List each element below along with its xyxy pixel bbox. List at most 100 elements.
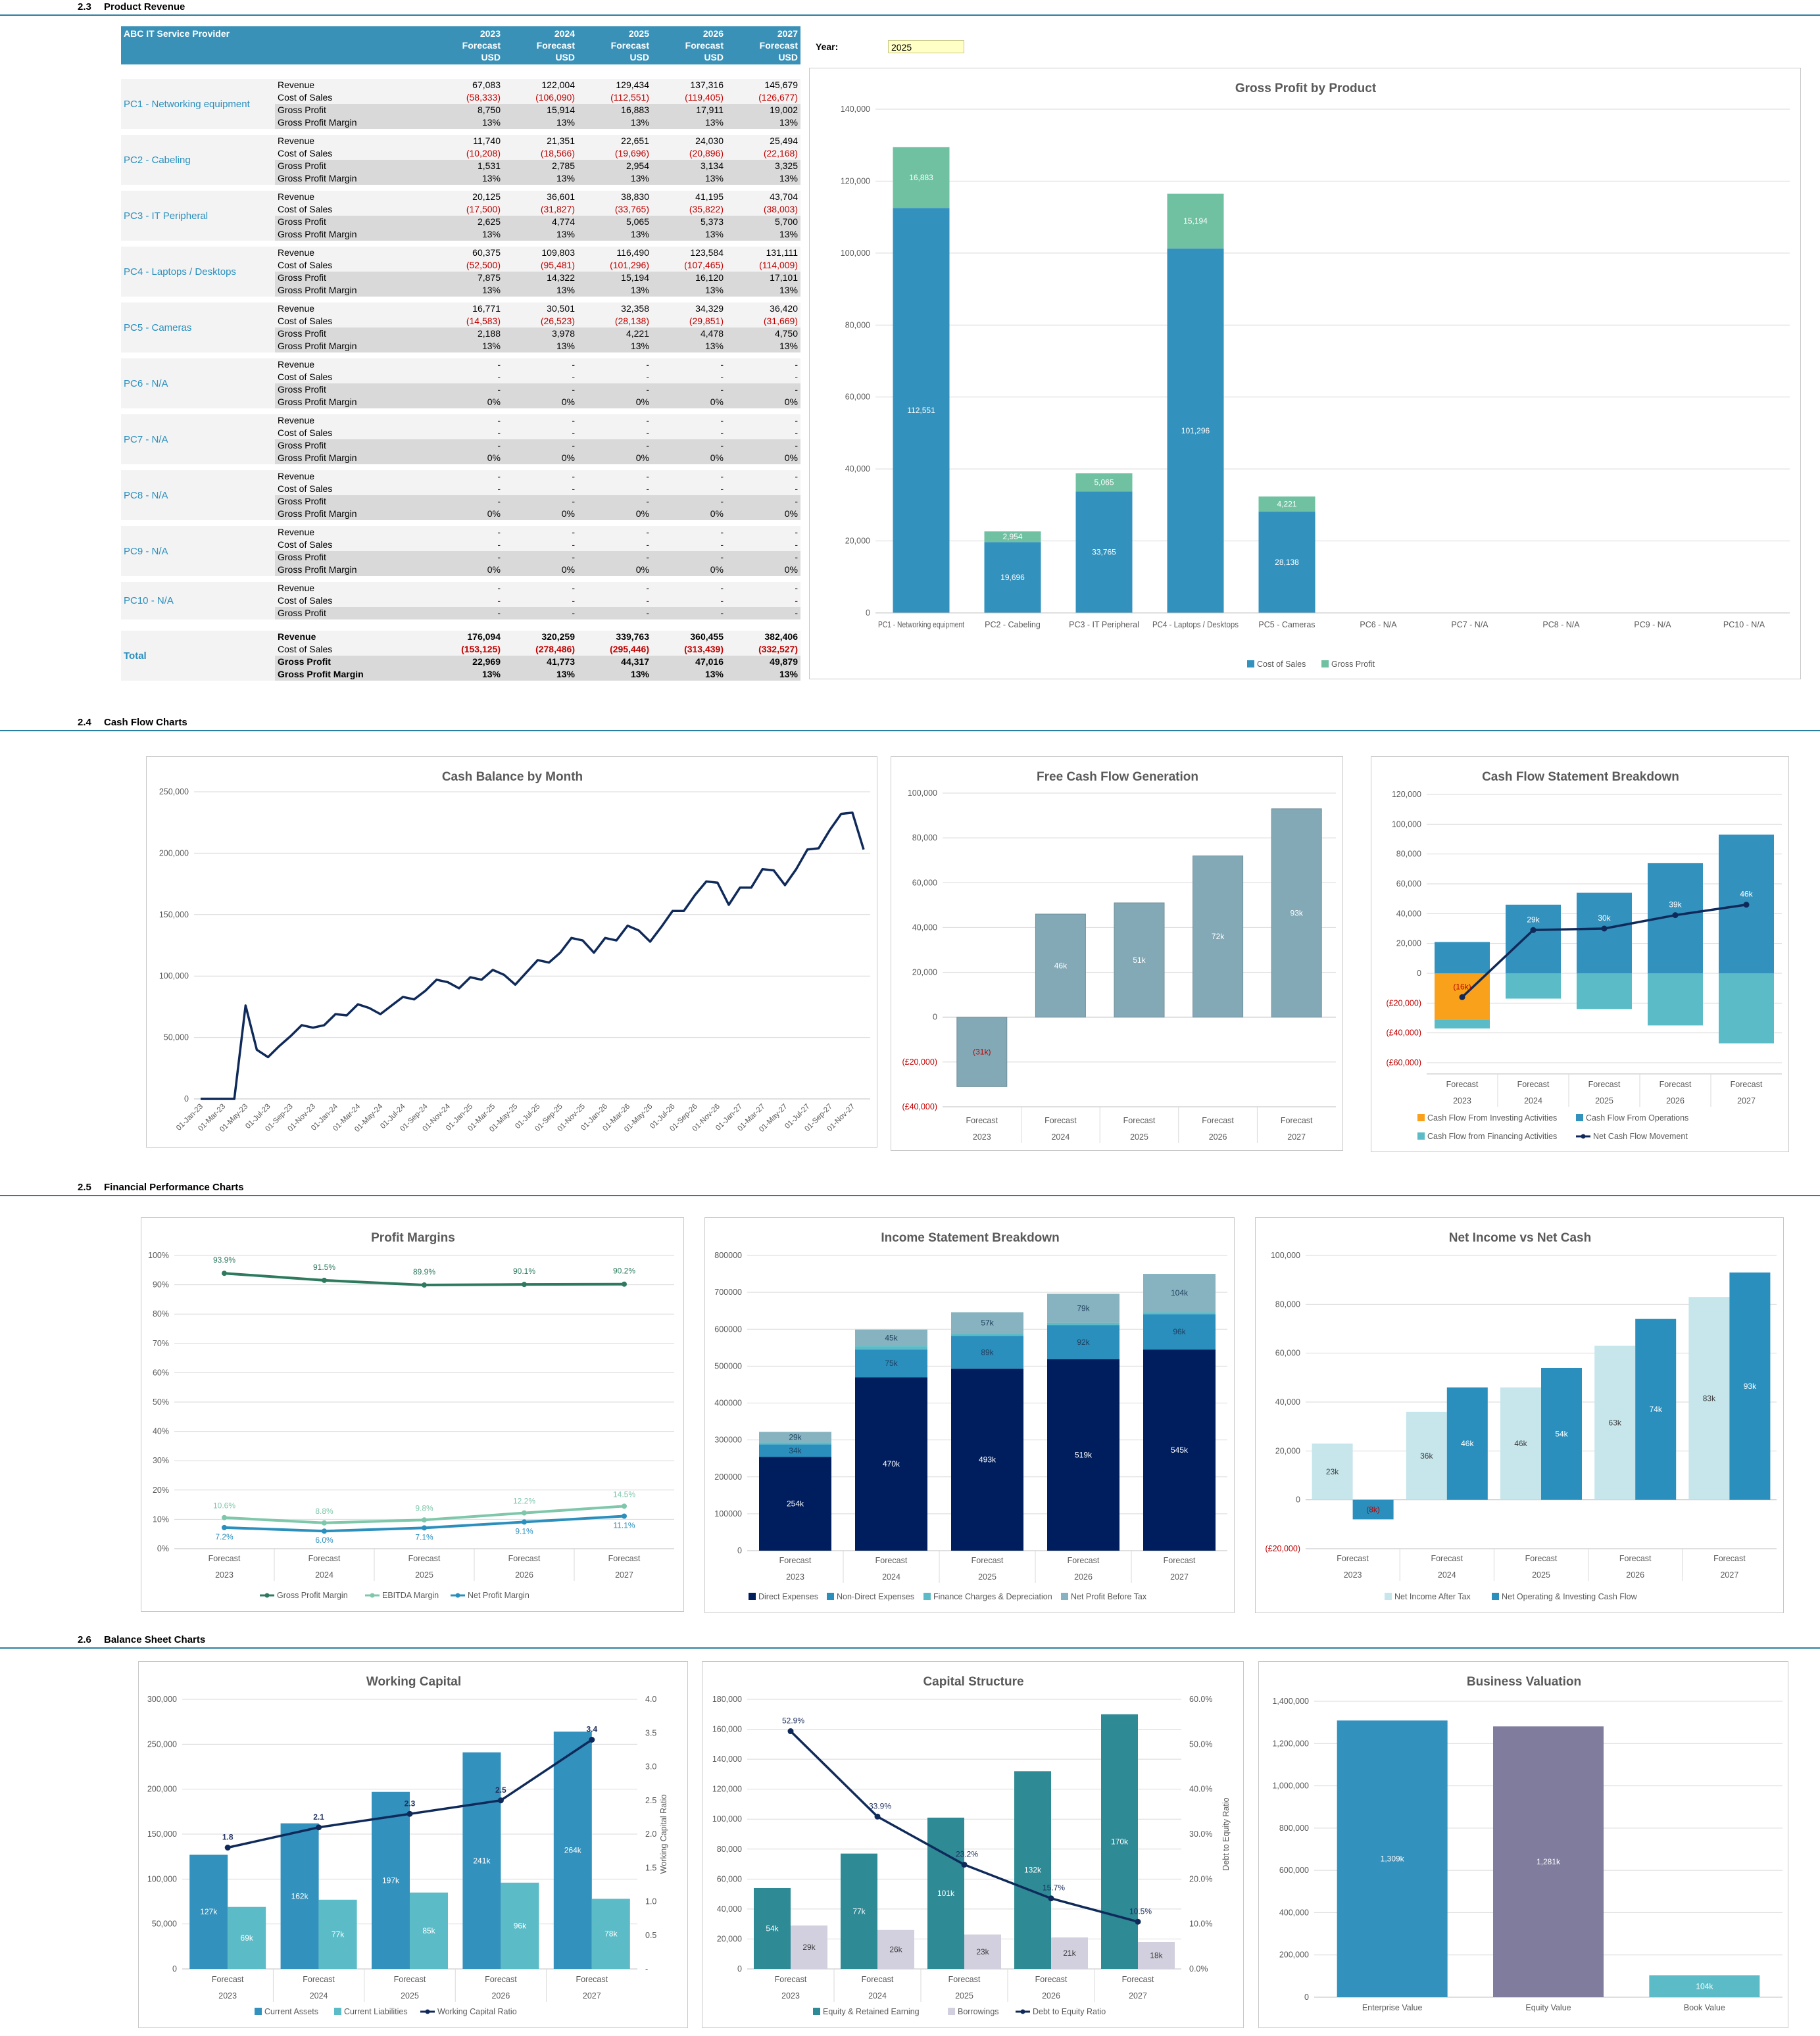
table-cell: - [503, 383, 578, 396]
row-label: Gross Profit Margin [275, 452, 429, 464]
data-label: 16,883 [909, 173, 933, 182]
y-tick-label: 20,000 [1275, 1446, 1300, 1455]
table-cell: - [726, 414, 800, 427]
x-tick-label: Forecast [775, 1975, 807, 1984]
line-marker [622, 1282, 627, 1287]
x-tick-label: 2027 [1720, 1570, 1738, 1580]
table-cell: 15,914 [503, 104, 578, 116]
table-cell: 0% [652, 452, 726, 464]
table-cell: 0% [429, 564, 503, 576]
section-number: 2.4 [78, 717, 91, 728]
data-label: 74k [1650, 1405, 1663, 1414]
y-tick-label: 0 [866, 608, 870, 618]
data-label: 91.5% [313, 1263, 335, 1272]
table-row: PC9 - N/A Revenue - - - - - [121, 526, 800, 539]
table-cell: 2,625 [429, 216, 503, 228]
section-header-balance-sheet: 2.6 Balance Sheet Charts [0, 1633, 1820, 1646]
x-tick-label: Forecast [1337, 1554, 1369, 1563]
y-tick-label: 150,000 [147, 1830, 177, 1839]
table-cell: 11,740 [429, 135, 503, 147]
data-label: 127k [200, 1907, 218, 1916]
product-name: PC2 - Cabeling [121, 135, 275, 185]
table-cell: 13% [726, 116, 800, 129]
chart-title: Free Cash Flow Generation [1037, 770, 1198, 784]
table-cell: 382,406 [726, 631, 800, 643]
data-label: 26k [889, 1945, 902, 1954]
table-row: PC5 - Cameras Revenue 16,771 30,501 32,358 34… [121, 303, 800, 315]
legend-swatch [948, 2008, 955, 2015]
table-cell: 122,004 [503, 79, 578, 91]
legend-swatch [813, 2008, 820, 2015]
table-cell: - [726, 495, 800, 508]
table-cell: (106,090) [503, 91, 578, 104]
row-label: Revenue [275, 526, 429, 539]
row-label: Revenue [275, 135, 429, 147]
row-label: Cost of Sales [275, 91, 429, 104]
table-cell: 0% [726, 452, 800, 464]
x-tick-label: PC5 - Cameras [1258, 620, 1315, 629]
data-label: 7.2% [215, 1532, 234, 1541]
x-tick-label: Forecast [576, 1975, 608, 1984]
row-label: Cost of Sales [275, 147, 429, 160]
bar [1047, 1323, 1119, 1325]
row-label: Gross Profit [275, 607, 429, 619]
table-cell: (119,405) [652, 91, 726, 104]
x-tick-label: Forecast [1525, 1554, 1558, 1563]
table-cell: (332,527) [726, 643, 800, 656]
table-cell: - [503, 414, 578, 427]
x-tick-label: 2023 [786, 1572, 804, 1582]
table-cell: - [578, 439, 652, 452]
row-label: Revenue [275, 631, 429, 643]
product-name: PC5 - Cameras [121, 303, 275, 352]
section-rule [0, 14, 1820, 16]
table-cell: - [726, 371, 800, 383]
bar [1719, 973, 1774, 1044]
table-cell: - [503, 470, 578, 483]
table-cell: 30,501 [503, 303, 578, 315]
chart-title: Capital Structure [923, 1675, 1023, 1689]
legend-label: Net Profit Margin [468, 1591, 529, 1600]
chart-profit-margins: Profit Margins 0% 10% 20% 30% 40% 50% 60% 70% 80%… [141, 1217, 684, 1612]
x-tick-label: Forecast [966, 1116, 998, 1125]
table-cell: 19,002 [726, 104, 800, 116]
row-label: Gross Profit Margin [275, 396, 429, 408]
chart-svg: Profit Margins0%10%20%30%40%50%60%70%80%… [141, 1218, 685, 1612]
y-tick-label: 100,000 [1392, 819, 1421, 829]
y-tick-label: 40,000 [1396, 909, 1421, 918]
y-tick-label: 200,000 [159, 848, 189, 858]
legend-swatch [1321, 660, 1329, 667]
line-marker [1673, 912, 1679, 918]
year-input[interactable]: 2025 [888, 40, 964, 53]
chart-title: Cash Balance by Month [442, 770, 583, 784]
legend-swatch [827, 1593, 834, 1600]
line-marker [1602, 926, 1608, 932]
table-cell: - [652, 495, 726, 508]
row-label: Gross Profit Margin [275, 116, 429, 129]
table-cell: 0% [578, 508, 652, 520]
x-tick-label: Forecast [971, 1556, 1004, 1565]
line-marker [322, 1278, 327, 1283]
data-label: (31k) [973, 1048, 991, 1057]
y-tick-label: 100,000 [147, 1874, 177, 1883]
table-cell: - [503, 483, 578, 495]
chart-business-valuation: Business Valuation 0 200,000 400,000 600,000… [1258, 1661, 1788, 2028]
y-tick-label: 0 [1304, 1993, 1309, 2002]
line-marker [522, 1282, 527, 1287]
table-cell: - [503, 495, 578, 508]
x-tick-label: Forecast [1122, 1975, 1154, 1984]
data-label: 72k [1212, 932, 1225, 941]
table-cell: (278,486) [503, 643, 578, 656]
table-row: Total Revenue 176,094 320,259 339,763 360,455… [121, 631, 800, 643]
data-label: 96k [514, 1921, 527, 1930]
legend-marker [265, 1593, 270, 1598]
product-name: PC10 - N/A [121, 582, 275, 619]
table-cell: 36,420 [726, 303, 800, 315]
table-cell: - [578, 551, 652, 564]
y-tick-label: 60,000 [1275, 1349, 1300, 1358]
x-tick-label: PC7 - N/A [1451, 620, 1488, 629]
x-tick-label: 2026 [1209, 1132, 1227, 1142]
table-cell: - [652, 358, 726, 371]
data-label: 23k [1326, 1467, 1339, 1476]
data-label: 104k [1171, 1288, 1189, 1297]
legend-swatch [1061, 1593, 1068, 1600]
